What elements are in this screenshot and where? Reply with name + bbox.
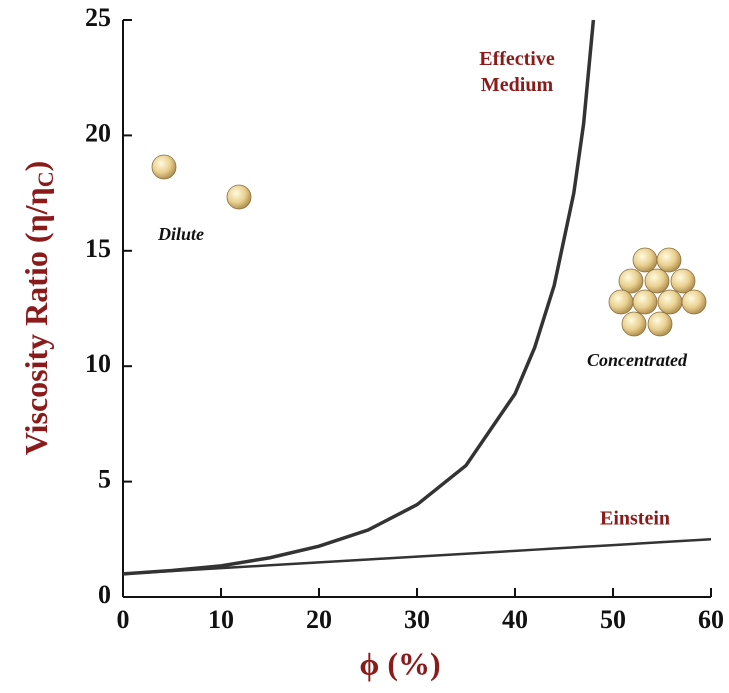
series-label: Effective Medium xyxy=(462,46,572,98)
series-label: Einstein xyxy=(600,508,670,530)
sphere xyxy=(619,269,643,293)
sphere xyxy=(633,248,657,272)
y-tick-label: 5 xyxy=(98,465,111,494)
x-axis-title: ϕ (%) xyxy=(359,645,440,681)
y-axis-title-sub: C xyxy=(33,171,58,187)
y-tick-label: 25 xyxy=(85,3,111,32)
x-tick-label: 0 xyxy=(117,605,130,634)
y-tick-label: 20 xyxy=(85,118,111,147)
sphere xyxy=(658,290,682,314)
chart: ϕ (%) Viscosity Ratio (η/ηC) Einstein Di… xyxy=(0,0,729,693)
x-tick-label: 20 xyxy=(306,605,332,634)
sphere xyxy=(648,312,672,336)
x-tick-label: 50 xyxy=(600,605,626,634)
sphere xyxy=(633,290,657,314)
sphere xyxy=(671,269,695,293)
sphere xyxy=(152,155,176,179)
sphere xyxy=(682,290,706,314)
sphere-icons xyxy=(152,155,706,336)
sphere xyxy=(227,185,251,209)
x-tick-label: 30 xyxy=(404,605,430,634)
x-tick-label: 10 xyxy=(208,605,234,634)
series-line xyxy=(123,20,593,574)
x-tick-label: 40 xyxy=(502,605,528,634)
y-tick-label: 10 xyxy=(85,349,111,378)
sphere xyxy=(657,248,681,272)
annotation: Concentrated xyxy=(587,350,688,370)
annotation: Dilute xyxy=(157,224,204,244)
sphere xyxy=(609,290,633,314)
x-tick-label: 60 xyxy=(698,605,724,634)
page: ϕ (%) Viscosity Ratio (η/ηC) Einstein Di… xyxy=(0,0,729,693)
y-axis-title-end: ) xyxy=(18,161,54,172)
y-tick-label: 0 xyxy=(98,580,111,609)
y-axis-title: Viscosity Ratio (η/ηC) xyxy=(18,161,58,456)
sphere xyxy=(622,312,646,336)
sphere xyxy=(645,269,669,293)
y-tick-label: 15 xyxy=(85,234,111,263)
series-line xyxy=(123,539,711,574)
y-axis-title-main: Viscosity Ratio (η/η xyxy=(18,187,54,455)
